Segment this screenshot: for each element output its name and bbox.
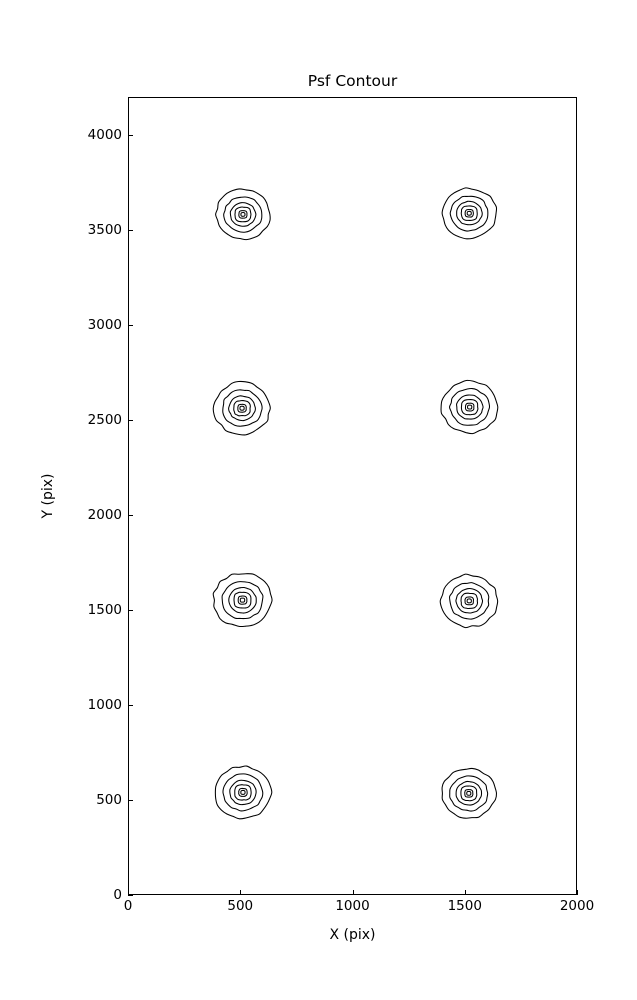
x-tick-mark [128, 890, 130, 895]
contour-peak [240, 789, 246, 795]
x-axis-label: X (pix) [329, 927, 376, 943]
x-tick-mark [240, 890, 242, 895]
contour-svg [212, 187, 499, 820]
contour-level-3 [228, 586, 257, 614]
contour-peak [466, 598, 472, 604]
x-tick-label: 0 [123, 898, 133, 914]
contour-level-4 [233, 591, 252, 609]
contour-level-1 [214, 765, 273, 820]
contour-peak [240, 211, 246, 217]
psf-contour-8 [441, 187, 498, 240]
contour-level-4 [460, 399, 479, 416]
contour-level-2 [448, 387, 491, 426]
psf-contour-1 [214, 765, 273, 820]
psf-contour-6 [440, 379, 499, 435]
x-tick-label: 1500 [447, 898, 482, 914]
y-tick-mark [128, 800, 133, 802]
y-tick-label: 500 [96, 792, 122, 808]
psf-contour-5 [212, 380, 271, 436]
contour-level-4 [460, 592, 479, 610]
contour-level-5 [238, 787, 248, 797]
x-tick-label: 1000 [335, 898, 370, 914]
contour-level-4 [234, 206, 252, 223]
y-tick-label: 0 [113, 887, 122, 903]
psf-contour-2 [441, 767, 498, 819]
contour-level-2 [448, 582, 490, 620]
contour-peak [239, 597, 246, 603]
contour-level-1 [215, 188, 271, 241]
y-tick-mark [128, 325, 133, 327]
contour-level-4 [233, 400, 251, 417]
y-tick-label: 3500 [87, 222, 122, 238]
contour-level-3 [228, 395, 256, 422]
contour-level-3 [456, 200, 483, 226]
y-tick-mark [128, 705, 133, 707]
y-axis-label: Y (pix) [40, 473, 56, 519]
contour-level-2 [223, 196, 263, 233]
psf-contour-4 [439, 573, 499, 629]
y-tick-label: 2000 [87, 507, 122, 523]
contour-peak [466, 790, 472, 796]
y-tick-label: 2500 [87, 412, 122, 428]
y-tick-mark [128, 515, 133, 517]
contour-level-5 [237, 403, 247, 413]
contour-level-5 [464, 402, 475, 412]
y-tick-label: 4000 [87, 127, 122, 143]
contour-level-3 [229, 202, 257, 227]
y-tick-mark [128, 230, 133, 232]
axes-frame [128, 97, 577, 895]
contour-level-5 [464, 789, 474, 798]
y-tick-mark [128, 135, 133, 137]
contour-level-3 [455, 587, 484, 614]
contour-plot-area [128, 97, 577, 895]
contour-level-1 [439, 573, 499, 629]
contour-level-5 [464, 208, 474, 218]
contour-level-5 [237, 595, 248, 605]
y-tick-label: 1000 [87, 697, 122, 713]
contour-level-4 [460, 785, 478, 802]
contour-level-1 [440, 379, 499, 435]
contour-level-1 [212, 380, 271, 436]
y-tick-label: 3000 [87, 317, 122, 333]
contour-peak [467, 404, 473, 410]
x-tick-mark [577, 890, 579, 895]
contour-level-2 [222, 773, 264, 812]
contour-peak [466, 210, 472, 216]
contour-level-2 [222, 389, 263, 427]
y-tick-mark [128, 420, 133, 422]
contour-peak [239, 405, 245, 411]
contour-level-1 [212, 573, 273, 628]
y-tick-label: 1500 [87, 602, 122, 618]
contour-level-3 [455, 780, 483, 806]
x-tick-label: 2000 [559, 898, 595, 914]
contour-level-5 [464, 596, 475, 606]
y-tick-mark [128, 610, 133, 612]
x-tick-mark [464, 890, 466, 895]
contour-level-3 [456, 394, 484, 420]
x-tick-mark [352, 890, 354, 895]
contour-level-1 [441, 767, 498, 819]
contour-level-2 [449, 775, 489, 812]
contour-level-4 [460, 205, 478, 221]
contour-level-4 [234, 784, 252, 801]
contour-level-3 [229, 779, 257, 806]
contour-level-1 [441, 187, 498, 240]
page-title: Psf Contour [307, 72, 398, 90]
psf-contour-7 [215, 188, 271, 241]
contour-level-2 [449, 195, 489, 232]
x-tick-label: 500 [227, 898, 254, 914]
psf-contour-3 [212, 573, 273, 628]
contour-level-2 [221, 581, 264, 620]
contour-level-5 [238, 210, 248, 219]
y-tick-mark [128, 895, 133, 897]
